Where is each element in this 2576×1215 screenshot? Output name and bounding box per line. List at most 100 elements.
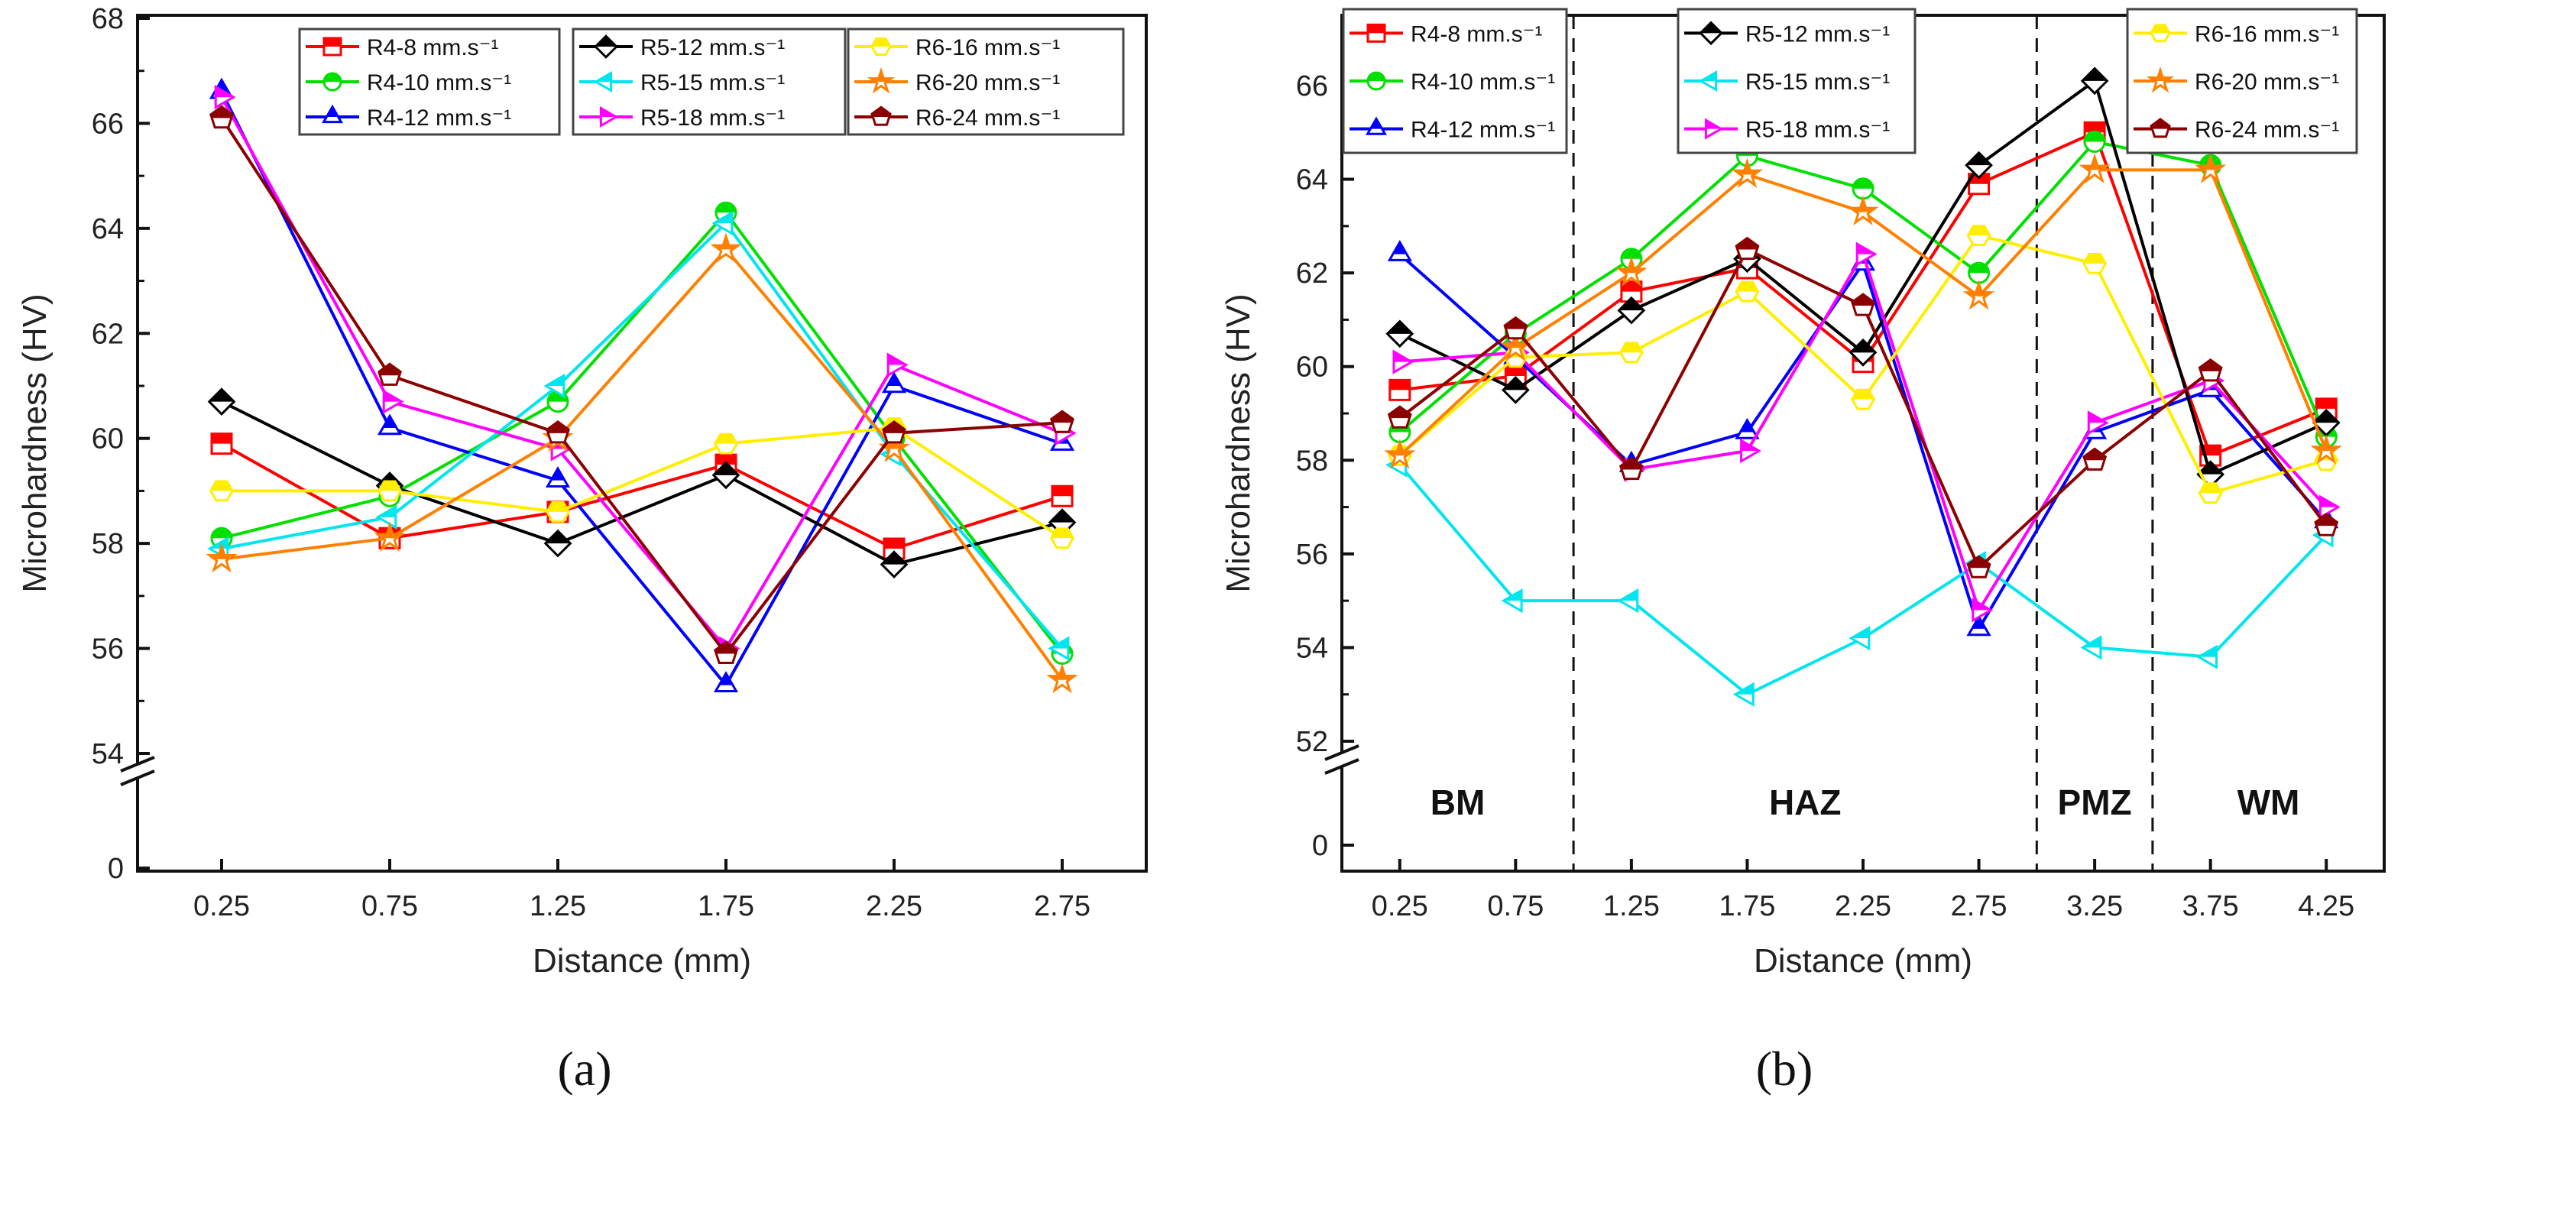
x-axis-label: Distance (mm) [533,942,751,980]
zone-label-pmz: PMZ [2058,782,2132,822]
y-axis-label: Microhardness (HV) [16,293,53,592]
data-point-fill [714,642,737,654]
data-point-fill [546,375,564,386]
data-point-fill [210,106,233,118]
data-point-fill [2082,157,2108,170]
y-tick-label: 64 [92,213,124,245]
data-point-fill [1503,377,1528,390]
series-7 [1384,153,2342,469]
data-point-fill [215,86,234,98]
legend-box: R5-12 mm.s⁻¹ R5-15 mm.s⁻¹ R5-18 mm.s⁻¹ [1677,8,1917,154]
x-tick-label: 4.25 [2298,890,2354,922]
legend-label: R4-12 mm.s⁻¹ [367,105,511,131]
series-line [221,247,1064,681]
data-point-fill [383,416,397,428]
legend-label: R5-12 mm.s⁻¹ [640,35,785,60]
legend-marker-fill [1368,24,1385,34]
zone-label-bm: BM [1431,782,1486,822]
data-point-fill [883,421,906,433]
x-tick-label: 3.25 [2066,890,2123,922]
data-point-fill [1388,407,1411,419]
legend-marker-fill [2151,119,2169,129]
legend-box: R6-16 mm.s⁻¹ R6-20 mm.s⁻¹ R6-24 mm.s⁻¹ [2126,8,2358,154]
legend-label: R6-20 mm.s⁻¹ [2195,70,2339,95]
legend-label: R4-10 mm.s⁻¹ [367,70,511,96]
legend-label: R5-15 mm.s⁻¹ [1745,70,1890,95]
y-tick-label: 60 [1296,352,1328,384]
x-tick-label: 1.75 [698,890,754,922]
data-point-fill [881,552,907,565]
x-axis-label: Distance (mm) [1754,942,1972,980]
data-point-fill [1049,510,1075,523]
y-tick-label: 56 [1296,539,1328,571]
chart-caption: (b) [1756,1042,1813,1096]
data-point-fill [2082,637,2101,648]
series-line [220,96,1063,652]
y-tick-label: 66 [92,108,124,140]
zone-label-wm: WM [2237,782,2300,822]
legend-label: R5-15 mm.s⁻¹ [640,70,785,96]
data-point-fill [887,374,901,386]
series-line [221,400,1063,566]
data-point-fill [1741,440,1759,452]
data-point-fill [1387,442,1412,456]
x-tick-label: 2.75 [1951,890,2007,922]
data-point-fill [2083,449,2106,461]
data-point-fill [1736,282,1758,292]
data-point-fill [1968,556,1990,569]
x-tick-label: 1.25 [1603,890,1660,922]
data-point-fill [210,481,233,491]
data-point-fill [1503,335,1528,348]
y-tick-label: 60 [92,423,124,455]
y-tick-label: 62 [1296,258,1328,290]
x-tick-label: 0.25 [193,890,250,922]
data-point-fill [545,530,571,544]
data-point-fill [714,434,737,444]
data-point-fill [1735,161,1760,175]
plot-frame [136,14,1148,873]
legend-marker-fill [595,36,617,47]
y-tick-label: 64 [1296,164,1328,196]
data-point-fill [1621,281,1641,292]
data-point-fill [2320,497,2338,507]
data-point-fill [1619,297,1644,311]
legend-label: R5-18 mm.s⁻¹ [640,105,785,131]
data-point-fill [1619,260,1644,274]
data-point-fill [719,673,733,685]
data-point-fill [716,455,736,465]
chart-caption: (a) [557,1042,611,1096]
data-point-fill [1851,627,1869,639]
legend-marker-fill [1370,118,1382,129]
data-point-fill [378,364,401,376]
x-tick-label: 0.25 [1372,890,1428,922]
data-point-fill [2315,514,2338,526]
axis-break-mark [120,756,155,773]
data-point-fill [1968,225,1990,236]
data-point-fill [551,468,565,481]
legend-marker-fill [870,70,892,82]
data-point-fill [1620,342,1643,353]
data-point-fill [1852,390,1874,400]
data-point-fill [1387,321,1412,334]
legend-label: R4-8 mm.s⁻¹ [1411,21,1543,47]
series-5 [214,85,1077,661]
data-point-fill [2085,131,2105,142]
y-tick-label: 52 [1296,726,1328,758]
data-point-fill [1740,420,1755,433]
data-point-fill [1853,178,1873,189]
data-point-fill [2198,157,2223,170]
data-point-fill [2314,410,2339,423]
y-tick-label: 58 [92,528,124,560]
x-tick-label: 0.75 [361,890,418,922]
data-point-fill [2314,438,2339,452]
y-tick-label: 58 [1296,445,1328,477]
legend-marker-fill [324,73,341,82]
legend-marker-fill [1368,73,1385,81]
series-line [221,210,1064,655]
legend-marker-fill [1706,120,1722,129]
legend-label: R4-12 mm.s⁻¹ [1411,118,1555,143]
chart-a: 0 54 56 58 60 62 64 66 68 0.25 0.75 1.25 1.75 2.25 2.7… [16,3,1148,1096]
series-line [222,426,1064,539]
data-point-fill [2082,68,2108,81]
